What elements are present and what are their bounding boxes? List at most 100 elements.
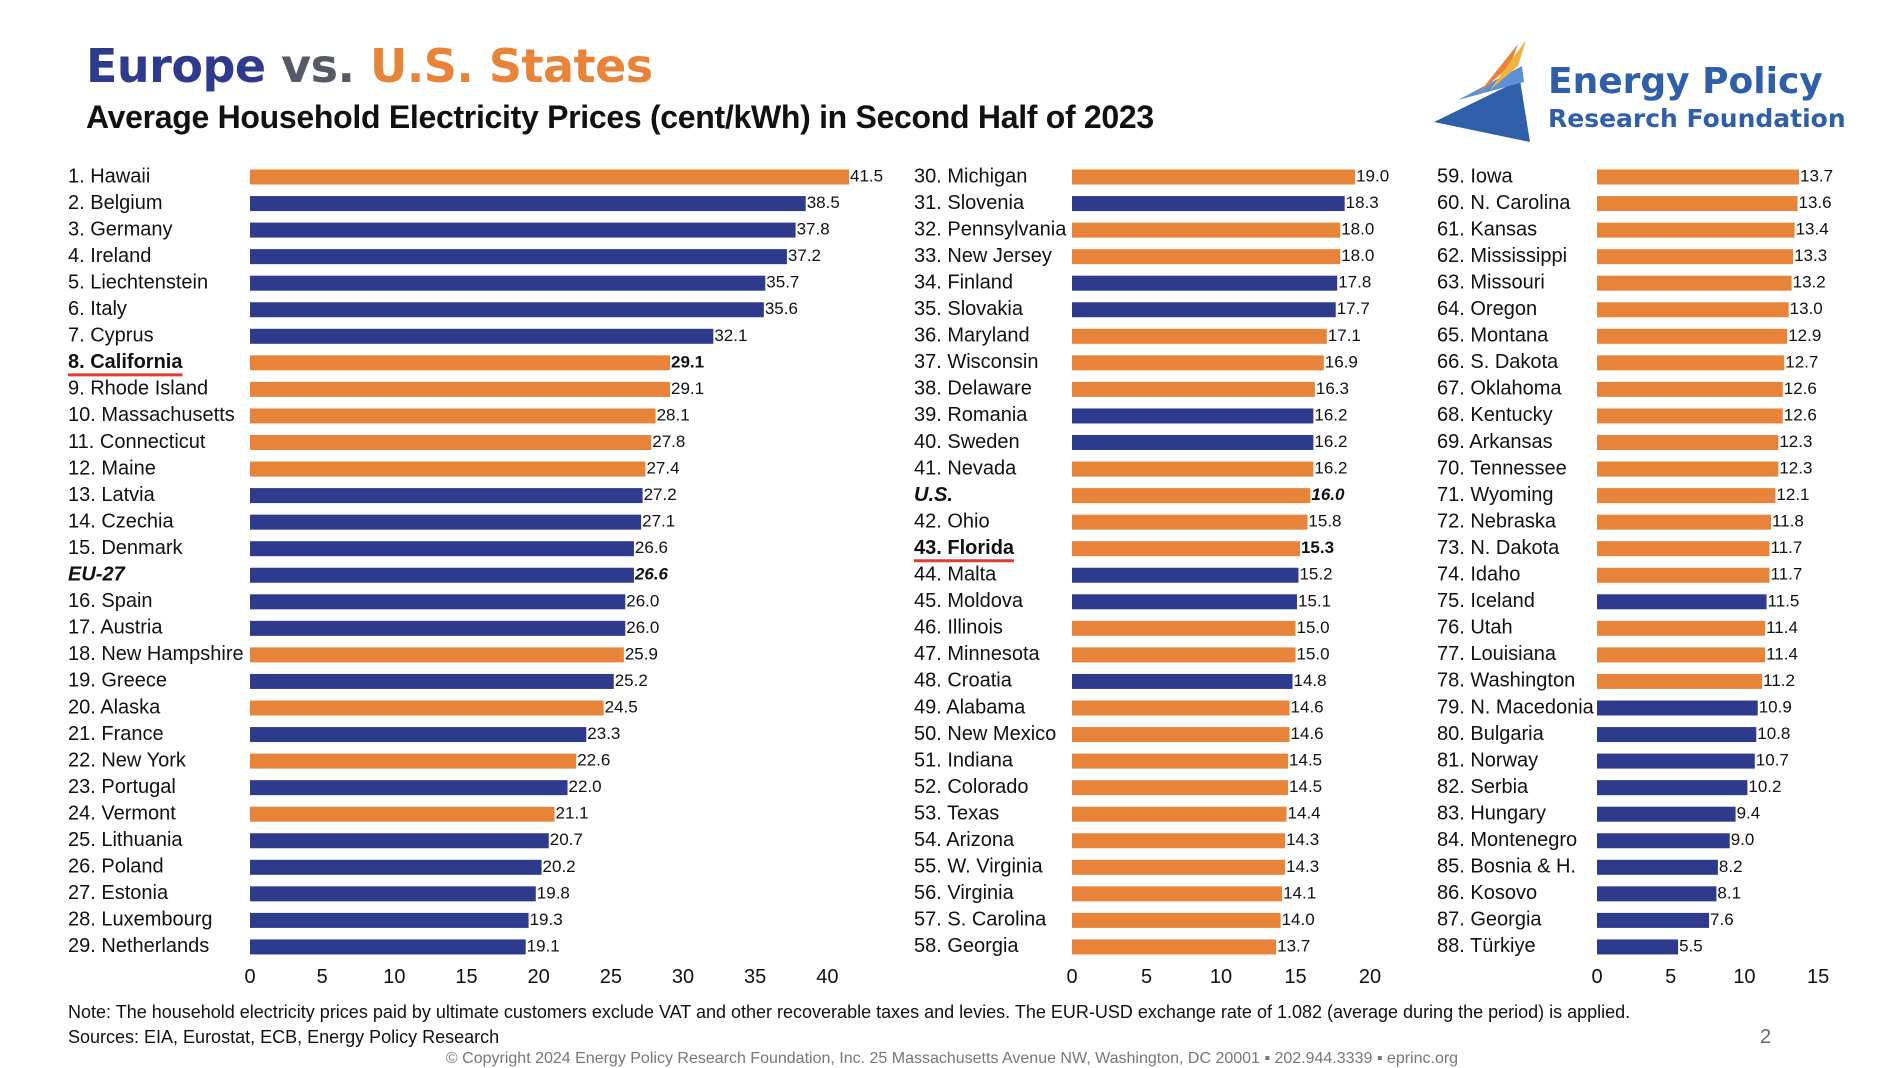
- data-label: 8.2: [1719, 857, 1743, 876]
- data-label: 41.5: [850, 166, 883, 185]
- bar-europe: [1072, 196, 1345, 212]
- bar-us: [1072, 461, 1314, 477]
- x-tick-label: 35: [744, 966, 766, 988]
- bar-label: 80. Bulgaria: [1437, 723, 1545, 745]
- bar-europe: [1597, 912, 1710, 928]
- data-label: 13.2: [1793, 273, 1826, 292]
- data-label: 25.9: [625, 644, 658, 663]
- bar-label: 54. Arizona: [914, 829, 1015, 851]
- data-label: 11.4: [1766, 644, 1798, 663]
- data-label: 16.2: [1314, 432, 1347, 451]
- bar-label: 56. Virginia: [914, 882, 1015, 904]
- title-europe: Europe: [86, 39, 266, 93]
- data-label: 11.2: [1763, 671, 1795, 690]
- data-label: 12.3: [1779, 432, 1812, 451]
- bar-us: [250, 461, 646, 477]
- bar-label: 74. Idaho: [1437, 564, 1520, 586]
- data-label: 18.3: [1346, 193, 1379, 212]
- triangle-swoosh-icon: [1434, 40, 1530, 142]
- data-label: 15.8: [1308, 512, 1341, 531]
- bar-europe: [250, 541, 634, 557]
- data-label: 16.3: [1316, 379, 1349, 398]
- bar-label: 23. Portugal: [68, 776, 176, 798]
- bar-label: 13. Latvia: [68, 484, 156, 506]
- bar-us: [1072, 222, 1341, 238]
- bar-label: 86. Kosovo: [1437, 882, 1537, 904]
- bar-label: 75. Iceland: [1437, 590, 1535, 612]
- data-label: 35.6: [765, 299, 798, 318]
- bar-label: 73. N. Dakota: [1437, 537, 1560, 559]
- bar-europe: [250, 727, 587, 743]
- data-label: 10.8: [1757, 724, 1790, 743]
- bar-label: 52. Colorado: [914, 776, 1029, 798]
- footnote: Note: The household electricity prices p…: [68, 1002, 1631, 1022]
- bar-europe: [250, 912, 529, 928]
- bar-label: 76. Utah: [1437, 617, 1513, 639]
- bar-europe: [250, 939, 526, 955]
- bar-us: [1072, 328, 1327, 344]
- data-label: 15.1: [1298, 591, 1331, 610]
- x-tick-label: 25: [600, 966, 622, 988]
- bar-label: 39. Romania: [914, 404, 1028, 426]
- data-label: 28.1: [657, 405, 690, 424]
- bar-label: 62. Mississippi: [1437, 245, 1567, 267]
- data-label: 10.7: [1756, 751, 1789, 770]
- bar-label: 83. Hungary: [1437, 802, 1546, 824]
- bar-us: [1597, 620, 1766, 636]
- bar-us: [1597, 647, 1766, 663]
- data-label: 20.7: [550, 830, 583, 849]
- data-label: 13.0: [1790, 299, 1823, 318]
- bar-us: [1072, 886, 1283, 902]
- bar-europe: [250, 275, 766, 291]
- x-tick-label: 15: [455, 966, 477, 988]
- bar-us: [250, 806, 555, 822]
- copyright-line: © Copyright 2024 Energy Policy Research …: [445, 1050, 1459, 1067]
- bar-label: 31. Slovenia: [914, 192, 1025, 214]
- data-label: 21.1: [556, 804, 589, 823]
- bar-label: 77. Louisiana: [1437, 643, 1557, 665]
- bar-europe: [250, 514, 642, 530]
- x-tick-label: 20: [528, 966, 550, 988]
- data-label: 11.7: [1771, 565, 1803, 584]
- bar-us: [250, 355, 671, 371]
- bar-label: 37. Wisconsin: [914, 351, 1039, 373]
- x-tick-label: 20: [1359, 966, 1381, 988]
- x-tick-label: 15: [1284, 966, 1306, 988]
- data-label: 35.7: [766, 273, 799, 292]
- bar-us: [1597, 408, 1783, 424]
- data-label: 27.8: [652, 432, 685, 451]
- bar-label: 88. Türkiye: [1437, 935, 1536, 957]
- bar-us: [1072, 833, 1286, 849]
- data-label: 27.4: [646, 459, 679, 478]
- bar-label: 10. Massachusetts: [68, 404, 235, 426]
- data-label: 13.3: [1794, 246, 1827, 265]
- bar-europe: [1597, 886, 1717, 902]
- data-label: 13.7: [1277, 936, 1310, 955]
- data-label: 12.9: [1788, 326, 1821, 345]
- x-tick-label: 5: [1665, 966, 1676, 988]
- logo-line1: Energy Policy: [1548, 61, 1823, 102]
- bar-label: 6. Italy: [68, 298, 127, 320]
- bar-label: 57. S. Carolina: [914, 909, 1047, 931]
- bar-label: 70. Tennessee: [1437, 457, 1567, 479]
- bar-label: 59. Iowa: [1437, 165, 1513, 187]
- bar-us: [1597, 461, 1779, 477]
- bar-label: 44. Malta: [914, 564, 997, 586]
- bar-europe: [250, 833, 549, 849]
- data-label: 25.2: [615, 671, 648, 690]
- bar-label: 20. Alaska: [68, 696, 161, 718]
- data-label: 8.1: [1717, 883, 1741, 902]
- bar-label: 35. Slovakia: [914, 298, 1024, 320]
- bar-europe: [250, 567, 634, 583]
- data-label: 17.7: [1337, 299, 1370, 318]
- bar-label: 4. Ireland: [68, 245, 151, 267]
- x-tick-label: 0: [1591, 966, 1602, 988]
- data-label: 19.0: [1356, 166, 1389, 185]
- x-tick-label: 10: [1210, 966, 1232, 988]
- bar-us: [1597, 541, 1770, 557]
- page-number: 2: [1760, 1026, 1772, 1048]
- data-label: 15.3: [1301, 538, 1334, 557]
- data-label: 15.0: [1297, 618, 1330, 637]
- bar-europe: [1597, 806, 1736, 822]
- bar-label: 14. Czechia: [68, 510, 174, 532]
